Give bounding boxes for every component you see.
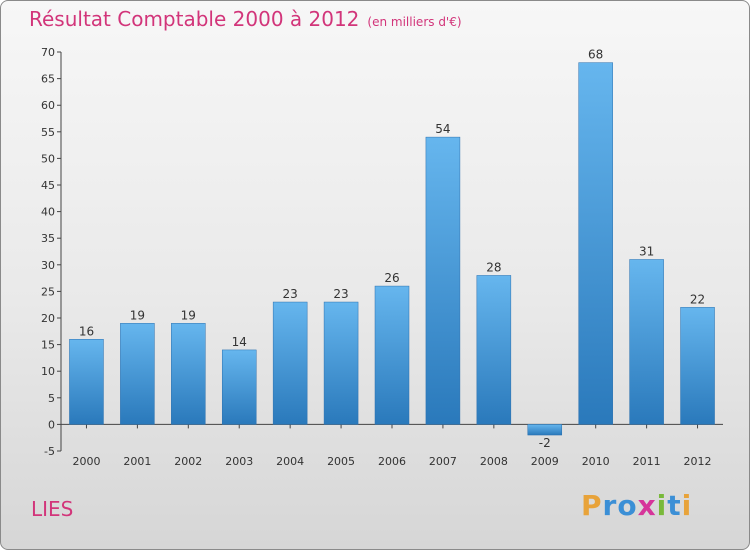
- logo-letter: o: [617, 489, 638, 522]
- bar-2012: [680, 307, 715, 425]
- y-tick-label: 65: [41, 73, 55, 86]
- y-tick-label: 60: [41, 99, 55, 112]
- proxiti-logo: Proxiti: [581, 489, 692, 522]
- y-tick-label: 50: [41, 152, 55, 165]
- bar-value-label: 19: [181, 308, 196, 322]
- x-tick-label: 2000: [72, 455, 100, 468]
- bar-2010: [578, 62, 613, 425]
- y-tick-label: 5: [48, 392, 55, 405]
- logo-letter: r: [602, 489, 618, 522]
- y-tick-label: 35: [41, 232, 55, 245]
- bar-2004: [272, 301, 308, 425]
- logo-letter: P: [581, 489, 603, 522]
- x-tick-label: 2009: [531, 455, 559, 468]
- chart-title: Résultat Comptable 2000 à 2012 (en millie…: [29, 7, 462, 31]
- bar-value-label: 19: [130, 308, 145, 322]
- logo-letter: i: [656, 489, 668, 522]
- bar-value-label: 22: [690, 292, 705, 306]
- x-tick-label: 2002: [174, 455, 202, 468]
- bar-2005: [323, 301, 359, 425]
- y-tick-label: 10: [41, 365, 55, 378]
- y-tick-label: 45: [41, 179, 55, 192]
- bar-2002: [171, 323, 206, 425]
- y-tick-label: 0: [48, 418, 55, 431]
- bar-value-label: 16: [79, 324, 94, 338]
- x-tick-label: 2012: [684, 455, 712, 468]
- chart-title-text: Résultat Comptable 2000 à 2012: [29, 7, 360, 31]
- bar-2006: [374, 285, 410, 425]
- x-tick-label: 2011: [633, 455, 661, 468]
- y-tick-label: 40: [41, 206, 55, 219]
- y-tick-label: 15: [41, 339, 55, 352]
- bar-2007: [425, 136, 461, 425]
- bar-2008: [476, 275, 512, 425]
- x-tick-label: 2007: [429, 455, 457, 468]
- logo-letter: x: [637, 489, 657, 522]
- bar-value-label: 23: [333, 287, 348, 301]
- logo-letter: i: [681, 489, 693, 522]
- bar-value-label: 31: [639, 244, 654, 258]
- bar-2003: [221, 349, 257, 425]
- logo-letter: t: [667, 489, 682, 522]
- x-tick-label: 2005: [327, 455, 355, 468]
- bar-value-label: 68: [588, 48, 603, 62]
- x-tick-label: 2010: [582, 455, 610, 468]
- y-tick-label: -5: [44, 445, 55, 458]
- y-tick-label: 70: [41, 46, 55, 59]
- location-label: LIES: [31, 497, 74, 521]
- y-tick-label: 30: [41, 259, 55, 272]
- y-tick-label: 25: [41, 285, 55, 298]
- bar-value-label: 28: [486, 260, 501, 274]
- y-tick-label: 55: [41, 126, 55, 139]
- x-tick-label: 2006: [378, 455, 406, 468]
- bar-value-label: 54: [435, 122, 450, 136]
- chart-subtitle: (en milliers d'€): [367, 15, 462, 29]
- x-tick-label: 2003: [225, 455, 253, 468]
- x-tick-label: 2004: [276, 455, 304, 468]
- y-tick-label: 20: [41, 312, 55, 325]
- bar-2011: [629, 259, 664, 425]
- bar-value-label: -2: [539, 436, 551, 450]
- bar-value-label: 14: [232, 335, 247, 349]
- x-tick-label: 2008: [480, 455, 508, 468]
- bar-2001: [120, 323, 155, 425]
- bar-value-label: 23: [283, 287, 298, 301]
- bar-value-label: 26: [384, 271, 399, 285]
- bar-2000: [69, 339, 104, 425]
- bar-2009: [527, 424, 563, 436]
- x-tick-label: 2001: [123, 455, 151, 468]
